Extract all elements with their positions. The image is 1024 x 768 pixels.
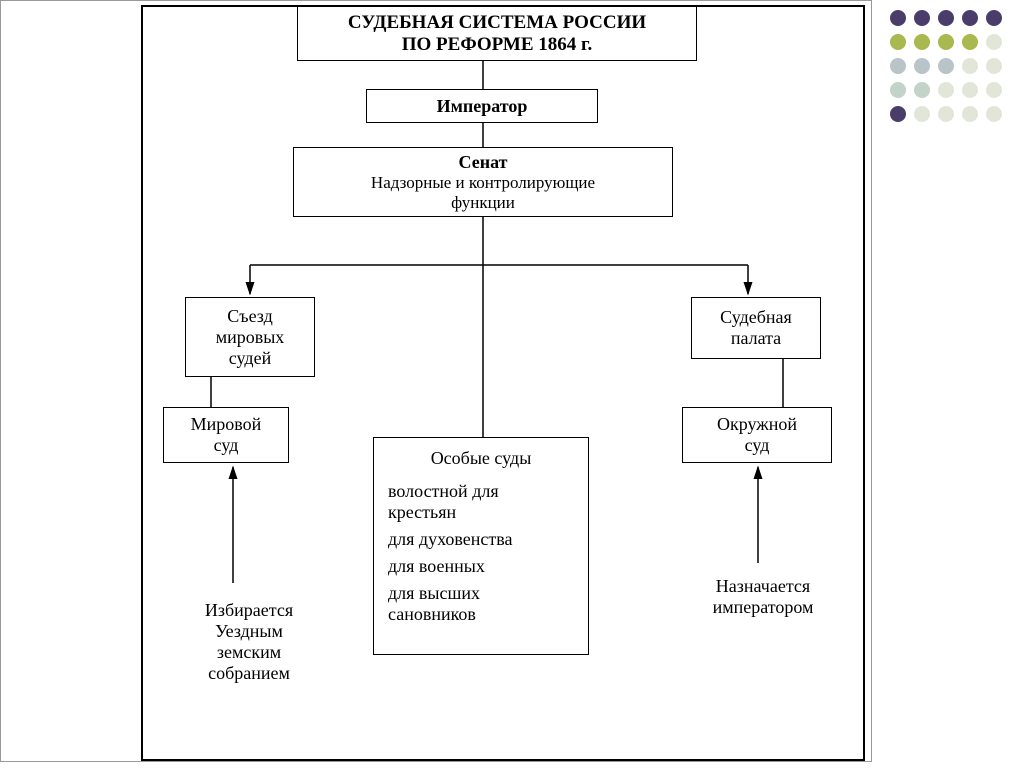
special-4b: сановников [388,604,476,625]
congress-l1: Съезд [227,306,272,327]
special-1b: крестьян [388,502,456,523]
dot [962,34,978,50]
appointed-l2: императором [713,597,814,618]
senate-sub2: функции [451,193,515,213]
dot [914,58,930,74]
special-2: для духовенства [388,529,513,550]
dot [914,34,930,50]
dot [890,82,906,98]
dot [914,82,930,98]
congress-l3: судей [229,348,271,369]
dot [938,10,954,26]
senate-sub1: Надзорные и контролирующие [371,173,595,193]
dot [986,106,1002,122]
elected-l4: собранием [208,663,290,684]
special-3: для военных [388,556,485,577]
dot [986,10,1002,26]
dot [890,10,906,26]
elected-label: Избирается Уездным земским собранием [169,587,329,697]
dot-row [890,82,1010,98]
mirovoy-l2: суд [214,435,239,456]
dot [938,34,954,50]
dot [938,106,954,122]
appointed-label: Назначается императором [673,567,853,627]
dot [890,106,906,122]
dot-row [890,106,1010,122]
okrug-box: Окружной суд [682,407,832,463]
senate-box: Сенат Надзорные и контролирующие функции [293,147,673,217]
congress-box: Съезд мировых судей [185,297,315,377]
elected-l1: Избирается [205,600,293,621]
appointed-l1: Назначается [716,576,810,597]
dot [890,34,906,50]
title-box: СУДЕБНАЯ СИСТЕМА РОССИИ ПО РЕФОРМЕ 1864 … [297,7,697,61]
okrug-l1: Окружной [717,414,797,435]
dot-row [890,58,1010,74]
okrug-l2: суд [745,435,770,456]
senate-title: Сенат [459,152,508,173]
dot [986,34,1002,50]
title-line2: ПО РЕФОРМЕ 1864 г. [402,34,593,56]
dot-row [890,34,1010,50]
emperor-box: Император [366,89,598,123]
dot [962,106,978,122]
dot [938,58,954,74]
decor-dots [890,10,1010,130]
dot [986,82,1002,98]
slide: СУДЕБНАЯ СИСТЕМА РОССИИ ПО РЕФОРМЕ 1864 … [0,0,872,762]
mirovoy-box: Мировой суд [163,407,289,463]
congress-l2: мировых [216,327,285,348]
chamber-l1: Судебная [720,307,792,328]
chamber-box: Судебная палата [691,297,821,359]
dot [938,82,954,98]
diagram-frame: СУДЕБНАЯ СИСТЕМА РОССИИ ПО РЕФОРМЕ 1864 … [141,5,865,761]
dot [890,58,906,74]
dot [986,58,1002,74]
elected-l2: Уездным [215,621,283,642]
emperor-label: Император [437,96,528,117]
title-line1: СУДЕБНАЯ СИСТЕМА РОССИИ [348,12,646,34]
mirovoy-l1: Мировой [191,414,262,435]
special-1a: волостной для [388,481,499,502]
dot [914,10,930,26]
dot [914,106,930,122]
special-4a: для высших [388,583,480,604]
dot [962,58,978,74]
chamber-l2: палата [731,328,781,349]
dot-row [890,10,1010,26]
special-title: Особые суды [431,448,532,469]
dot [962,82,978,98]
dot [962,10,978,26]
special-box: Особые суды волостной для крестьян для д… [373,437,589,655]
elected-l3: земским [217,642,281,663]
